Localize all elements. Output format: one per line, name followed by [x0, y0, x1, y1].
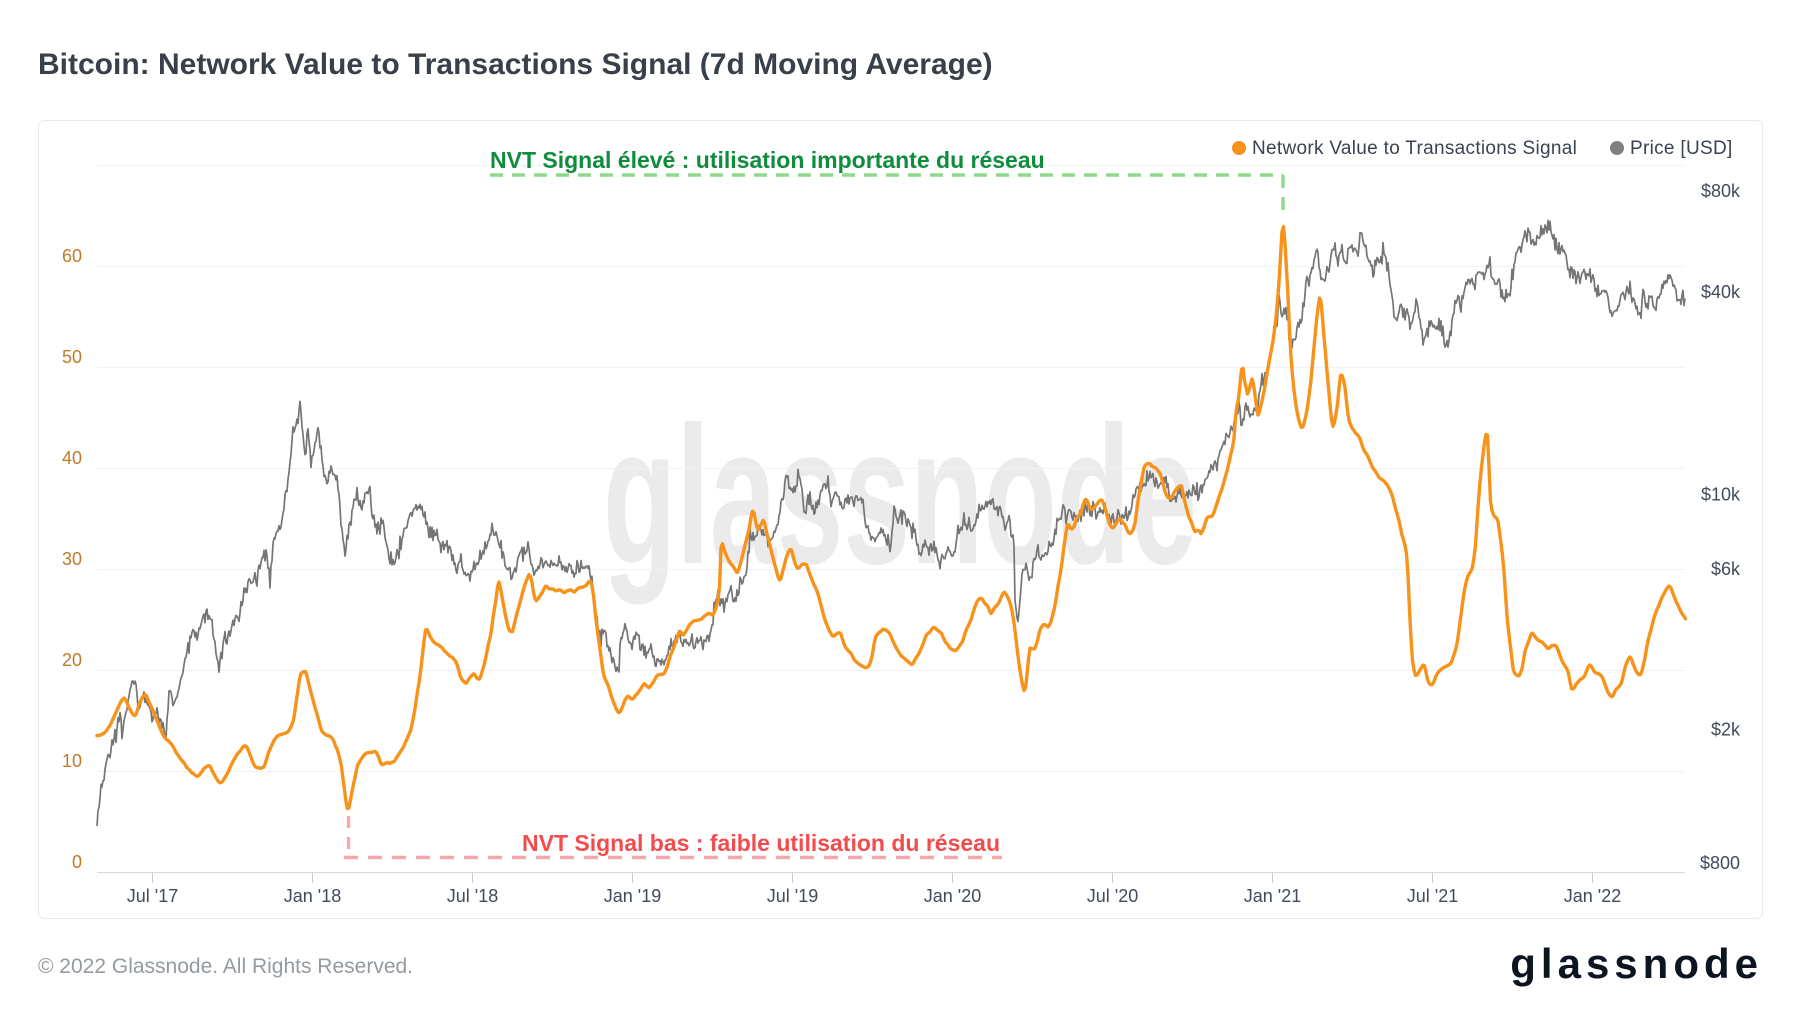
svg-text:Network Value to Transactions: Network Value to Transactions Signal: [1252, 138, 1577, 159]
svg-text:Jul '17: Jul '17: [127, 886, 178, 906]
svg-text:Jan '22: Jan '22: [1564, 886, 1621, 906]
svg-text:60: 60: [62, 246, 82, 266]
svg-text:$40k: $40k: [1701, 282, 1741, 302]
svg-text:© 2022 Glassnode. All Rights R: © 2022 Glassnode. All Rights Reserved.: [38, 955, 413, 978]
svg-text:NVT Signal élevé : utilisation: NVT Signal élevé : utilisation important…: [490, 147, 1045, 173]
svg-text:10: 10: [62, 751, 82, 771]
svg-text:20: 20: [62, 650, 82, 670]
svg-text:glassnode: glassnode: [1510, 940, 1763, 987]
svg-text:Jan '21: Jan '21: [1244, 886, 1301, 906]
svg-text:Jan '19: Jan '19: [604, 886, 661, 906]
svg-text:40: 40: [62, 448, 82, 468]
svg-text:Jan '20: Jan '20: [924, 886, 981, 906]
svg-text:30: 30: [62, 549, 82, 569]
svg-text:Jul '20: Jul '20: [1087, 886, 1138, 906]
svg-text:0: 0: [72, 852, 82, 872]
svg-text:$80k: $80k: [1701, 181, 1741, 201]
svg-text:glassnode: glassnode: [603, 387, 1197, 605]
svg-text:$2k: $2k: [1711, 719, 1741, 739]
svg-text:$800: $800: [1700, 853, 1740, 873]
svg-text:NVT Signal bas : faible utilis: NVT Signal bas : faible utilisation du r…: [522, 830, 1000, 856]
svg-text:50: 50: [62, 347, 82, 367]
svg-text:Price [USD]: Price [USD]: [1630, 138, 1733, 159]
svg-text:Jul '21: Jul '21: [1407, 886, 1458, 906]
svg-text:$6k: $6k: [1711, 559, 1741, 579]
svg-text:Bitcoin: Network Value to Tran: Bitcoin: Network Value to Transactions S…: [38, 48, 993, 81]
svg-text:Jul '19: Jul '19: [767, 886, 818, 906]
svg-text:Jul '18: Jul '18: [447, 886, 498, 906]
svg-text:Jan '18: Jan '18: [284, 886, 341, 906]
svg-text:$10k: $10k: [1701, 485, 1741, 505]
